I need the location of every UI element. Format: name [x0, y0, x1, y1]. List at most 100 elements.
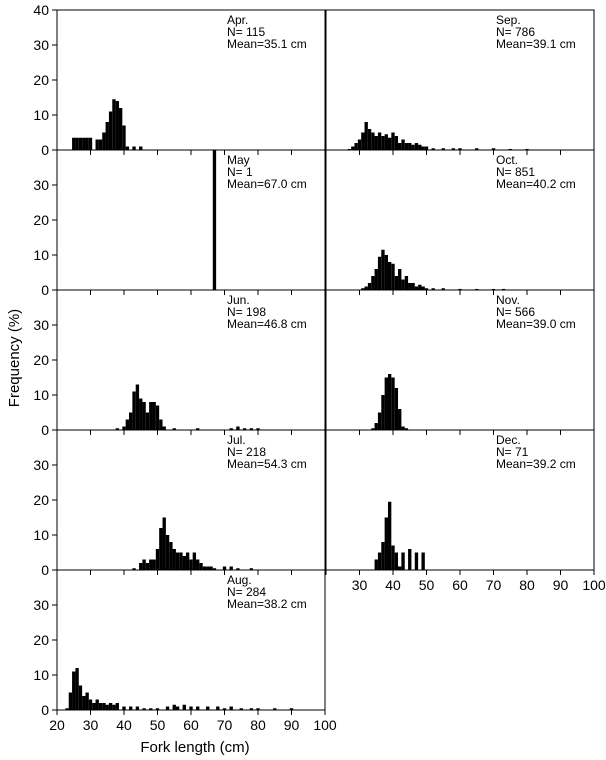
panel-month-label: Aug.	[227, 573, 252, 587]
histogram-bar	[142, 708, 146, 710]
histogram-bar	[421, 286, 425, 290]
histogram-bar	[122, 125, 126, 150]
histogram-bar	[431, 288, 435, 290]
histogram-bar	[249, 568, 253, 570]
histogram-bar	[421, 552, 425, 570]
histogram-bar	[169, 542, 173, 570]
y-tick-label: 10	[33, 387, 49, 403]
x-tick-label: 40	[385, 577, 401, 593]
histogram-bar	[394, 136, 399, 150]
histogram-bar	[418, 284, 422, 290]
histogram-bar	[387, 374, 392, 430]
histogram-bar	[229, 706, 233, 710]
x-tick-label: 80	[250, 717, 266, 733]
histogram-bar	[192, 552, 197, 570]
histogram-bar	[387, 501, 392, 570]
histogram-bar	[125, 419, 130, 430]
panel-frame	[325, 429, 595, 571]
histogram-bar	[112, 99, 116, 150]
y-tick-label: 30	[33, 177, 49, 193]
y-tick-label: 10	[33, 107, 49, 123]
panel-mean-label: Mean=35.1 cm	[227, 37, 307, 51]
histogram-bar	[525, 148, 529, 150]
histogram-bar	[431, 148, 435, 150]
x-tick-label: 60	[452, 577, 468, 593]
histogram-bar	[129, 412, 133, 430]
histogram-bar	[189, 706, 193, 710]
histogram-bar	[162, 517, 166, 570]
histogram-bar	[202, 566, 207, 570]
histogram-bar	[351, 146, 355, 150]
histogram-bar	[387, 137, 392, 150]
histogram-bar	[72, 671, 76, 710]
histogram-bar	[401, 552, 405, 570]
x-tick-label: 100	[313, 717, 337, 733]
panel-n-label: N= 1	[227, 165, 253, 179]
histogram-bar	[142, 559, 146, 570]
histogram-bar	[398, 269, 402, 290]
histogram-bar	[408, 549, 412, 570]
panel-n-label: N= 198	[227, 305, 266, 319]
panel-month-label: Dec.	[496, 433, 521, 447]
histogram-bar	[115, 428, 119, 430]
histogram-bar	[371, 428, 375, 430]
histogram-bar	[172, 549, 176, 570]
histogram-bar	[196, 428, 200, 430]
histogram-bar	[229, 428, 233, 430]
x-tick-label: 20	[49, 717, 65, 733]
histogram-bar	[115, 703, 119, 710]
panel-n-label: N= 115	[227, 25, 265, 39]
panel-month-label: May	[227, 153, 250, 167]
histogram-bar	[361, 132, 365, 150]
y-tick-label: 30	[33, 37, 49, 53]
histogram-bar	[451, 148, 455, 150]
histogram-bar	[175, 706, 180, 710]
panel-frame	[56, 429, 326, 571]
y-tick-label: 10	[33, 527, 49, 543]
panel-n-label: N= 284	[227, 585, 266, 599]
y-tick-label: 20	[33, 352, 49, 368]
x-axis-label: Fork length (cm)	[140, 739, 249, 756]
histogram-bar	[414, 143, 419, 150]
histogram-bar	[78, 685, 83, 710]
histogram-bar	[189, 559, 193, 570]
histogram-bar	[401, 139, 405, 150]
histogram-bar	[108, 111, 113, 150]
histogram-bar	[364, 286, 368, 290]
histogram-bar	[408, 143, 412, 150]
histogram-bar	[155, 708, 160, 710]
y-tick-label: 0	[41, 142, 49, 158]
histogram-bar	[421, 146, 425, 150]
y-tick-label: 0	[41, 562, 49, 578]
histogram-bar	[185, 552, 190, 570]
histogram-bar	[394, 276, 399, 290]
histogram-bar	[401, 279, 405, 290]
histogram-bar	[249, 428, 253, 430]
panel-mean-label: Mean=39.1 cm	[496, 37, 576, 51]
y-tick-label: 20	[33, 632, 49, 648]
y-tick-label: 20	[33, 72, 49, 88]
y-tick-label: 0	[41, 422, 49, 438]
histogram-bar	[216, 706, 220, 710]
panel-month-label: Sep.	[496, 13, 521, 27]
histogram-bar	[394, 388, 399, 430]
histogram-bar	[377, 552, 382, 570]
x-tick-label: 70	[217, 717, 233, 733]
histogram-bar	[361, 288, 365, 290]
histogram-bar	[142, 402, 146, 430]
histogram-bar	[381, 249, 385, 290]
histogram-bar	[129, 706, 133, 710]
y-tick-label: 40	[33, 2, 49, 18]
panel-month-label: Nov.	[496, 293, 520, 307]
histogram-bar	[491, 288, 496, 290]
histogram-bar	[105, 122, 109, 150]
histogram-bar	[347, 148, 352, 150]
histogram-bar	[212, 568, 217, 570]
histogram-bar	[239, 708, 243, 710]
panel-n-label: N= 851	[496, 165, 535, 179]
histogram-bar	[145, 412, 150, 430]
panel-n-label: N= 786	[496, 25, 535, 39]
